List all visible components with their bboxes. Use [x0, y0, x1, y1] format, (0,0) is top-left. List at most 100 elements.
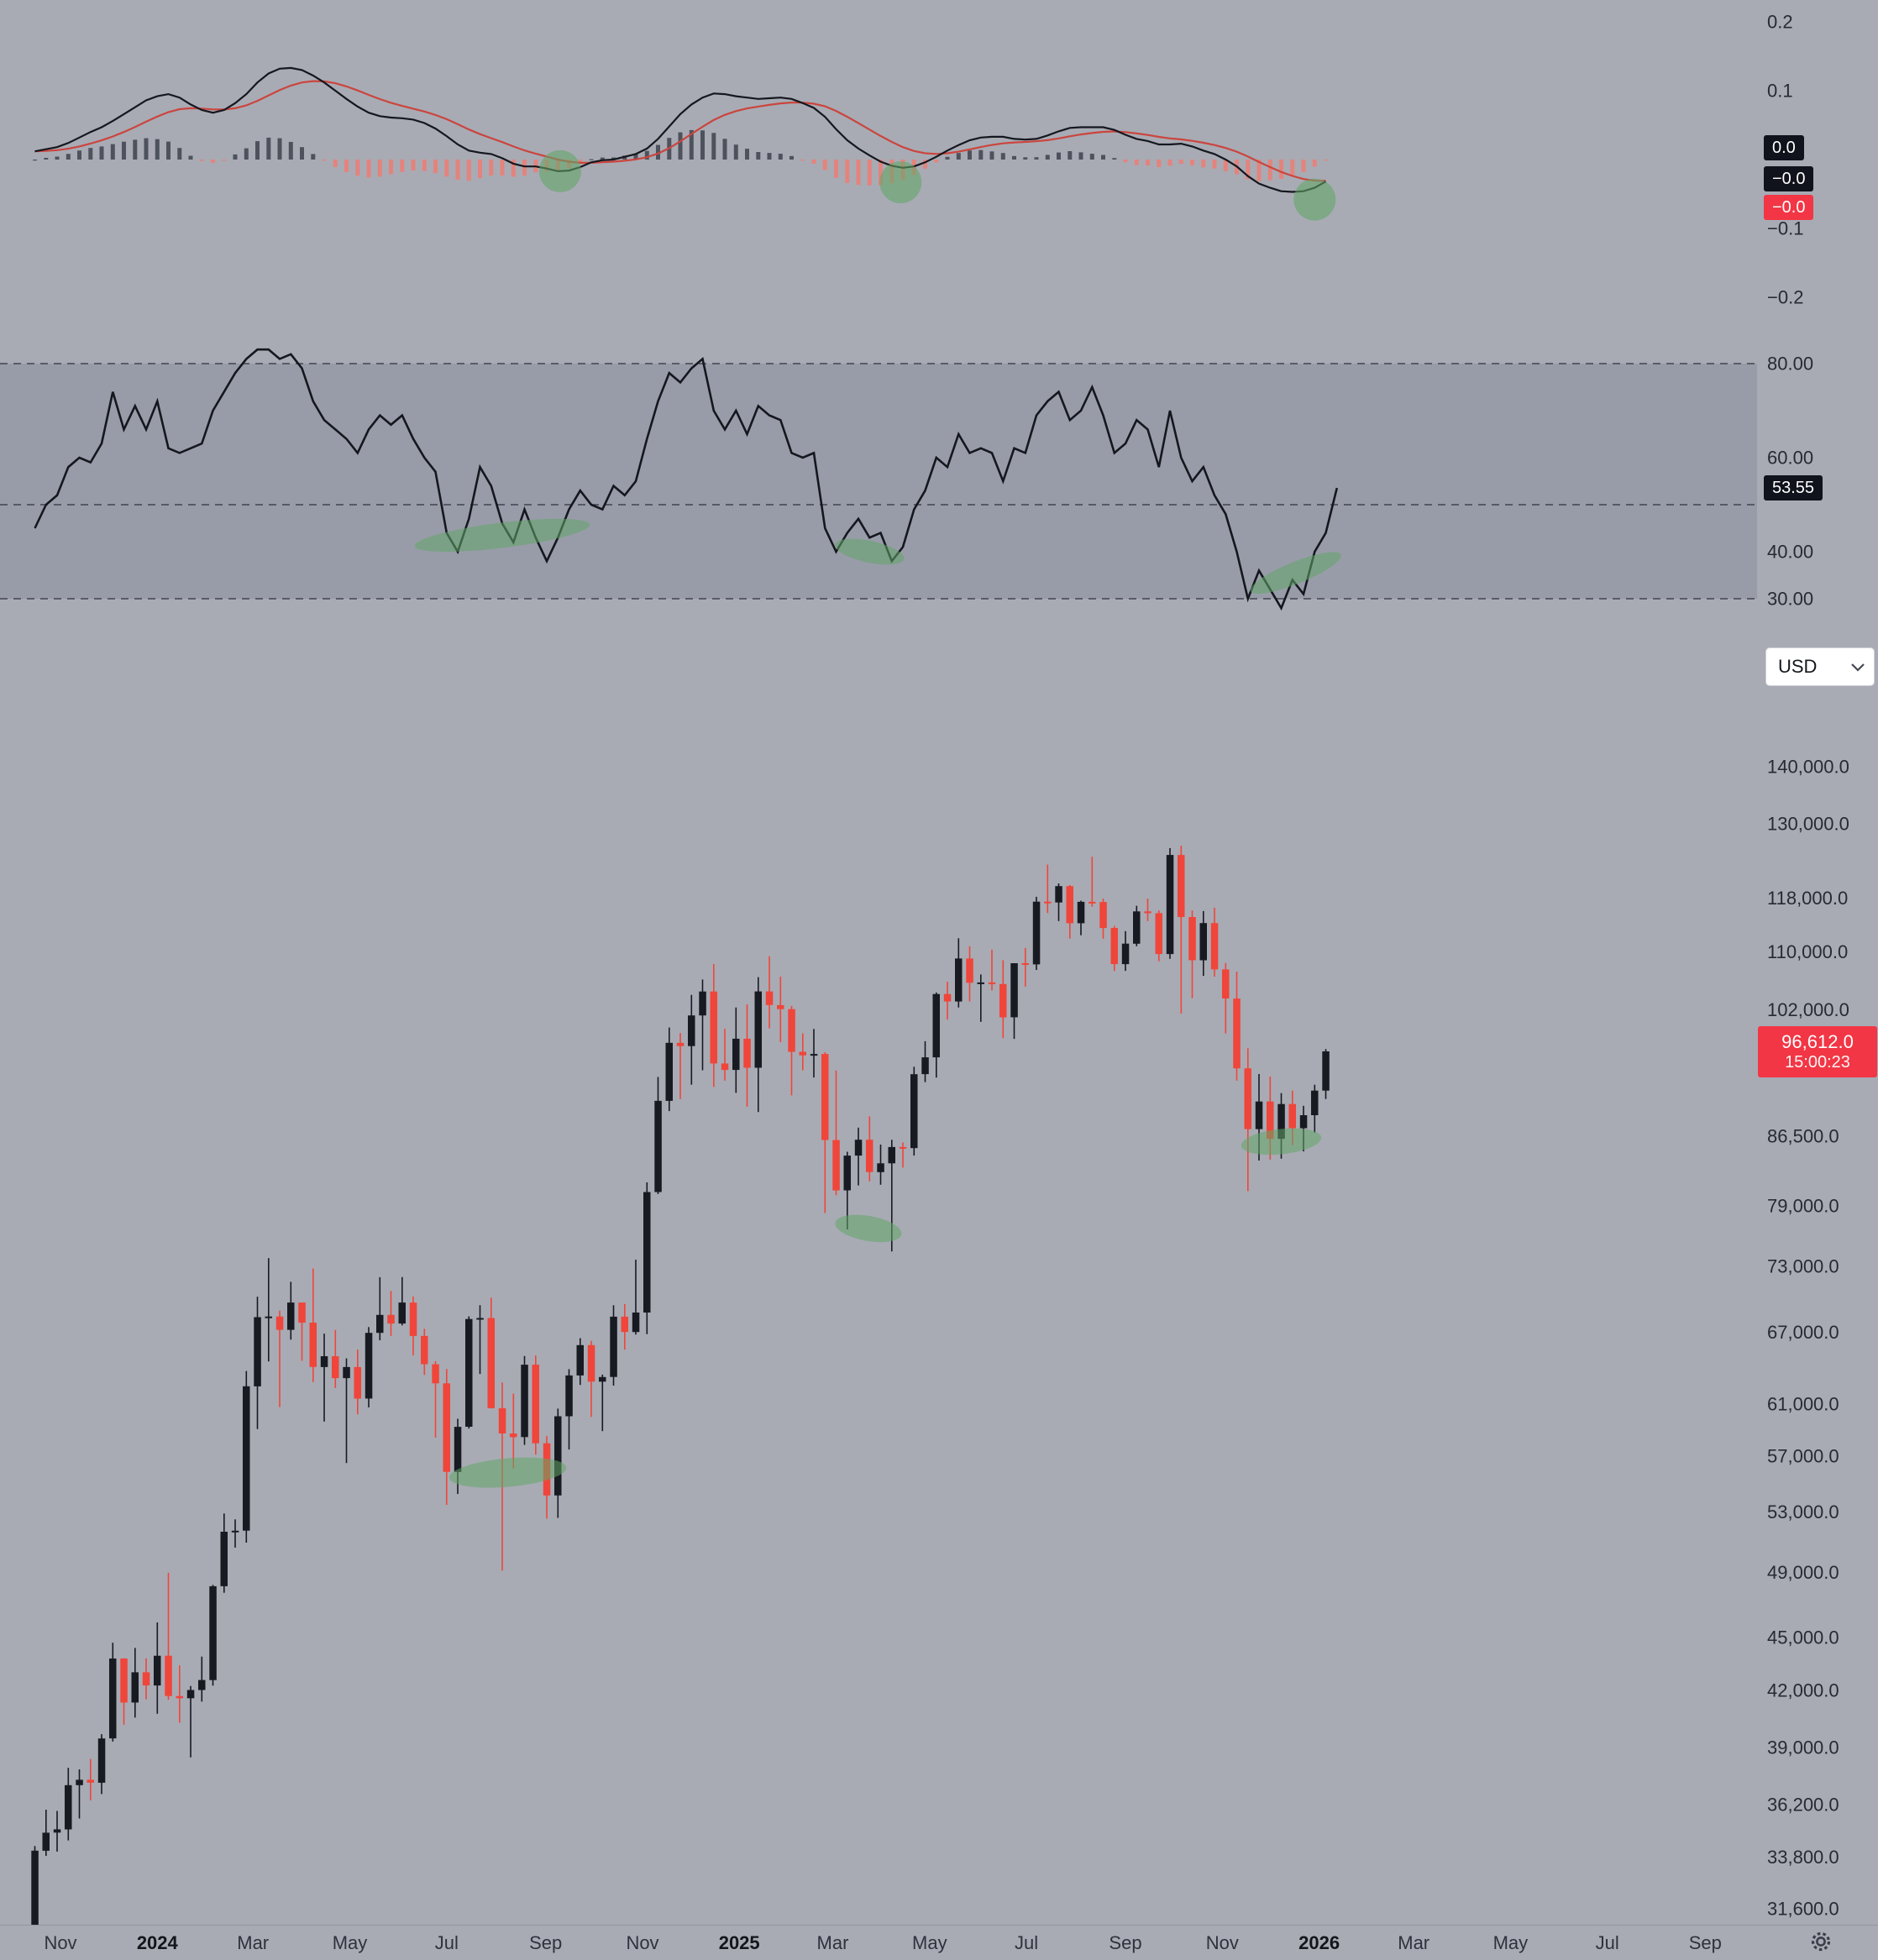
candle-body	[821, 1054, 829, 1140]
rsi-axis-label: 40.00	[1767, 542, 1813, 563]
candle-body	[1155, 913, 1162, 955]
candle-body	[554, 1416, 562, 1496]
macd-histogram-bar	[311, 154, 316, 160]
macd-histogram-bar	[1078, 152, 1083, 160]
bar-countdown: 15:00:23	[1785, 1053, 1850, 1072]
macd-histogram-bar	[233, 154, 238, 160]
macd-histogram-bar	[789, 155, 794, 160]
candle-body	[365, 1333, 373, 1399]
time-axis-month-label: Jul	[1595, 1932, 1619, 1953]
candle-body	[599, 1376, 606, 1382]
macd-histogram-bar	[722, 139, 727, 160]
candlestick-series	[31, 846, 1330, 1925]
time-axis-settings-gear-icon[interactable]	[1807, 1928, 1834, 1955]
macd-histogram-bar	[333, 160, 338, 167]
candle-body	[398, 1302, 406, 1324]
highlight-ellipse	[1241, 1128, 1322, 1156]
candle-body	[42, 1832, 50, 1851]
candle-body	[1188, 917, 1196, 961]
highlight-circle	[1293, 178, 1336, 221]
macd-histogram-bar	[244, 148, 249, 160]
macd-histogram-bar	[945, 156, 950, 160]
macd-histogram-bar	[822, 160, 827, 170]
candle-body	[888, 1146, 895, 1164]
rsi-axis-label: 30.00	[1767, 589, 1813, 610]
candle-body	[977, 982, 984, 984]
candle-body	[699, 991, 706, 1016]
macd-histogram-bar	[1068, 151, 1073, 160]
time-axis-year-label: 2025	[718, 1932, 760, 1953]
candle-body	[165, 1655, 172, 1696]
candle-body	[899, 1146, 907, 1149]
macd-histogram-bar	[55, 156, 60, 160]
macd-histogram-bar	[511, 160, 516, 177]
macd-histogram-bar	[77, 150, 81, 160]
currency-selector[interactable]: USD	[1765, 647, 1875, 686]
rsi-line	[34, 348, 1339, 611]
candle-body	[131, 1672, 139, 1703]
macd-histogram-bar	[344, 160, 349, 172]
chevron-down-icon	[1851, 663, 1865, 672]
candle-body	[476, 1318, 484, 1320]
macd-histogram-bar	[155, 139, 160, 160]
candle-body	[810, 1054, 818, 1056]
macd-line-value-badge: −0.0	[1764, 166, 1814, 191]
macd-histogram-bar	[1023, 157, 1028, 160]
highlight-ellipse	[449, 1457, 567, 1488]
candle-body	[1255, 1101, 1263, 1129]
macd-histogram-bar	[66, 154, 71, 160]
macd-histogram-bar	[689, 129, 694, 160]
candle-body	[1089, 901, 1096, 904]
candle-body	[120, 1659, 128, 1703]
macd-histogram-bar	[1057, 152, 1061, 160]
candle-body	[1032, 901, 1041, 965]
macd-histogram-bar	[122, 141, 126, 160]
candle-body	[198, 1680, 206, 1690]
candle-body	[732, 1038, 740, 1071]
candle-body	[866, 1140, 873, 1172]
candle-body	[231, 1530, 239, 1533]
macd-axis-label: −0.1	[1767, 218, 1803, 239]
rsi-axis-label: 80.00	[1767, 354, 1813, 375]
macd-histogram-bar	[923, 160, 927, 169]
macd-histogram-bar	[522, 160, 527, 176]
macd-histogram-bar	[355, 160, 360, 176]
macd-histogram-bar	[811, 160, 816, 164]
macd-histogram-bar	[1212, 160, 1217, 169]
macd-histogram-bar	[1146, 160, 1150, 166]
rsi-panel[interactable]: 80.00 60.00 40.00 30.00	[0, 322, 1878, 642]
time-axis-month-label: Nov	[1205, 1932, 1239, 1953]
macd-histogram-bar	[756, 152, 761, 160]
macd-histogram-bar	[1134, 160, 1139, 165]
macd-histogram-bar	[978, 149, 984, 160]
macd-histogram-bar	[956, 153, 961, 160]
macd-histogram-bar	[633, 154, 638, 160]
macd-histogram-bar	[1201, 160, 1206, 168]
macd-histogram-bar	[188, 155, 193, 160]
time-axis[interactable]: Nov 2024 Mar May Jul Sep Nov 2025 Mar May Jul Sep No…	[0, 1925, 1878, 1960]
macd-histogram-bar	[644, 150, 649, 160]
candle-body	[243, 1386, 250, 1531]
candle-body	[53, 1829, 61, 1833]
macd-histogram-bar	[466, 160, 471, 181]
macd-histogram-bar	[778, 154, 783, 160]
macd-histogram-bar	[867, 160, 872, 186]
macd-histogram-bar	[133, 139, 138, 160]
time-axis-month-label: Mar	[237, 1932, 270, 1953]
candle-body	[186, 1690, 195, 1699]
macd-histogram-bar	[266, 137, 271, 160]
time-axis-month-label: Jul	[434, 1932, 459, 1953]
candle-body	[1021, 963, 1029, 965]
price-panel[interactable]: 140,000.0 130,000.0 118,000.0 110,000.0 102,…	[0, 642, 1878, 1925]
candle-body	[142, 1672, 150, 1685]
time-axis-month-label: Sep	[1109, 1932, 1142, 1953]
candle-body	[1133, 911, 1141, 944]
macd-histogram-value-badge: 0.0	[1764, 135, 1804, 160]
macd-histogram-bar	[411, 160, 416, 171]
price-axis-label: 42,000.0	[1767, 1680, 1839, 1701]
time-axis-month-label: Sep	[529, 1932, 563, 1953]
macd-panel[interactable]: 0.2 0.1 −0.1 −0.2	[0, 0, 1878, 322]
macd-histogram-bar	[211, 160, 215, 163]
time-axis-month-label: Nov	[44, 1932, 77, 1953]
candle-body	[1277, 1103, 1285, 1140]
